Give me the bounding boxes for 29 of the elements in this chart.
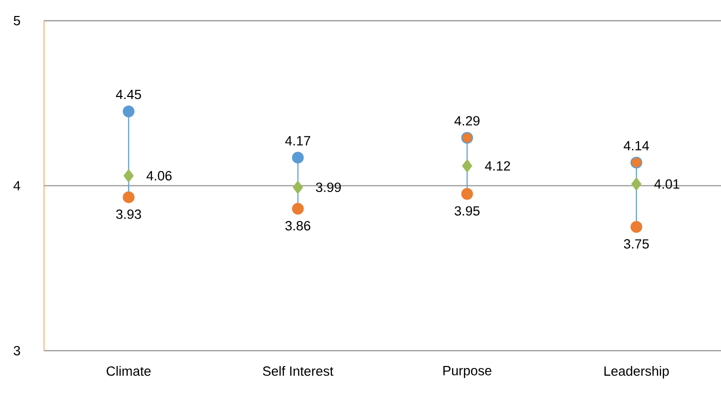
x-tick-label: Self Interest xyxy=(262,366,334,376)
point xyxy=(292,202,304,215)
data-label: 4.14 xyxy=(624,141,649,150)
point xyxy=(630,221,642,233)
data-label: 4.01 xyxy=(654,179,680,189)
x-tick-label: Climate xyxy=(106,366,151,376)
point xyxy=(122,191,134,204)
data-label: 3.99 xyxy=(316,182,341,192)
y-tick-label: 5 xyxy=(14,16,20,26)
y-tick-label: 3 xyxy=(14,346,20,356)
data-label: 4.17 xyxy=(285,136,310,146)
point xyxy=(292,152,304,164)
data-label: 4.06 xyxy=(146,171,172,180)
point xyxy=(461,188,473,200)
point xyxy=(122,106,134,118)
point xyxy=(124,169,134,182)
data-label: 3.95 xyxy=(454,206,480,216)
y-tick-label: 4 xyxy=(14,181,20,190)
data-label: 3.75 xyxy=(624,239,649,249)
data-label: 4.45 xyxy=(116,90,142,100)
data-label: 3.93 xyxy=(116,209,142,219)
x-tick-label: Leadership xyxy=(604,366,669,378)
x-tick-label: Purpose xyxy=(443,366,492,378)
point xyxy=(462,159,472,172)
data-label: 4.12 xyxy=(485,161,510,171)
data-label: 3.86 xyxy=(285,221,310,230)
data-label: 4.29 xyxy=(454,116,480,126)
point xyxy=(292,180,303,194)
point xyxy=(631,177,642,191)
